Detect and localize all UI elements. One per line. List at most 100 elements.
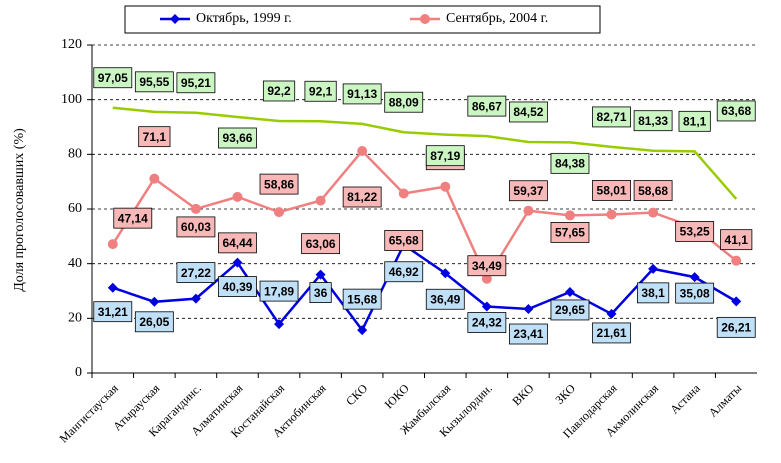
label-box bbox=[425, 145, 465, 167]
series-line bbox=[111, 149, 737, 282]
value-label-text: 86,67 bbox=[472, 99, 502, 113]
value-label-text: 35,08 bbox=[680, 286, 710, 300]
y-tick-label: 20 bbox=[68, 311, 82, 326]
label-box bbox=[467, 95, 507, 117]
point bbox=[107, 282, 118, 293]
value-label: 40,39 bbox=[218, 276, 257, 298]
label-box bbox=[138, 126, 171, 148]
value-label-text: 95,55 bbox=[139, 75, 169, 89]
value-label: 59,37 bbox=[508, 180, 548, 202]
point bbox=[731, 255, 742, 266]
point bbox=[107, 239, 118, 250]
value-label: 86,67 bbox=[467, 95, 507, 117]
label-box bbox=[633, 110, 673, 132]
value-label: 36,49 bbox=[425, 288, 465, 310]
label-box bbox=[342, 186, 382, 208]
y-axis-label: Доля проголосовавших (%) bbox=[12, 128, 27, 292]
label-box bbox=[134, 311, 174, 333]
value-label-text: 63,06 bbox=[306, 237, 336, 251]
label-box bbox=[218, 232, 257, 254]
value-label-text: 64,44 bbox=[222, 236, 252, 250]
x-tick-label: Мангистауская bbox=[56, 381, 121, 446]
value-label: 95,21 bbox=[176, 72, 216, 94]
value-label-text: 57,65 bbox=[555, 226, 585, 240]
legend-marker bbox=[420, 14, 430, 24]
label-box bbox=[592, 322, 631, 344]
value-label: 35,08 bbox=[675, 282, 715, 304]
label-box bbox=[342, 288, 382, 310]
point bbox=[564, 286, 575, 297]
label-box bbox=[259, 280, 299, 302]
point bbox=[689, 272, 700, 283]
point bbox=[564, 210, 575, 221]
point bbox=[357, 145, 368, 156]
value-label: 63,06 bbox=[301, 233, 341, 255]
x-tick-label: СКО bbox=[343, 381, 370, 408]
x-tick-label: ВКО bbox=[509, 381, 536, 408]
value-label: 81,33 bbox=[633, 110, 673, 132]
point bbox=[315, 195, 326, 206]
value-label-text: 97,05 bbox=[98, 71, 128, 85]
label-box bbox=[508, 180, 548, 202]
label-box bbox=[309, 282, 332, 304]
value-label-text: 92,1 bbox=[309, 84, 333, 98]
label-box bbox=[384, 230, 424, 251]
value-label: 93,66 bbox=[218, 127, 257, 149]
value-label-text: 82,71 bbox=[597, 110, 627, 124]
value-label-text: 87,19 bbox=[430, 149, 460, 163]
point bbox=[648, 207, 659, 218]
value-label: 95,55 bbox=[134, 71, 174, 93]
label-box bbox=[113, 207, 153, 229]
label-box bbox=[550, 152, 590, 174]
value-label-text: 71,1 bbox=[143, 130, 167, 144]
value-label: 64,44 bbox=[218, 232, 257, 254]
label-box bbox=[716, 316, 756, 338]
x-tick-label: Алматы bbox=[706, 381, 745, 420]
value-label: 29,65 bbox=[550, 299, 590, 321]
point bbox=[481, 301, 492, 312]
value-label-text: 84,52 bbox=[513, 105, 543, 119]
value-label: 63,68 bbox=[716, 100, 756, 122]
label-box bbox=[176, 72, 216, 94]
value-label-text: 81,22 bbox=[347, 190, 377, 204]
value-label-text: 17,89 bbox=[264, 284, 294, 298]
point bbox=[149, 296, 160, 307]
value-label-text: 60,03 bbox=[181, 220, 211, 234]
value-label-text: 53,25 bbox=[680, 225, 710, 239]
value-label-text: 36 bbox=[314, 286, 328, 300]
label-box bbox=[304, 80, 337, 102]
value-label-text: 21,61 bbox=[597, 326, 627, 340]
value-label-text: 46,92 bbox=[389, 265, 419, 279]
value-label: 23,41 bbox=[508, 323, 548, 345]
label-box bbox=[176, 262, 216, 283]
point bbox=[398, 188, 409, 199]
point bbox=[523, 304, 534, 315]
label-box bbox=[384, 261, 424, 283]
legend-label: Сентябрь, 2004 г. bbox=[446, 11, 548, 26]
series-line bbox=[112, 242, 737, 333]
label-box bbox=[301, 233, 341, 255]
point bbox=[232, 191, 243, 202]
point bbox=[315, 269, 326, 280]
value-label: 58,01 bbox=[592, 180, 631, 201]
value-label-text: 24,32 bbox=[472, 316, 502, 330]
point bbox=[149, 173, 160, 184]
label-box bbox=[637, 282, 670, 304]
label-box bbox=[342, 83, 382, 105]
point bbox=[731, 296, 742, 307]
value-label-text: 63,68 bbox=[721, 104, 751, 118]
value-label-text: 93,66 bbox=[222, 131, 252, 145]
value-label: 92,2 bbox=[262, 80, 296, 102]
label-box bbox=[384, 91, 424, 113]
label-box bbox=[93, 301, 133, 323]
point bbox=[440, 268, 451, 279]
point bbox=[648, 263, 659, 274]
point bbox=[481, 273, 492, 284]
label-box bbox=[259, 173, 299, 195]
value-label-text: 81,1 bbox=[683, 114, 707, 128]
label-box bbox=[716, 100, 756, 122]
x-tick-label: ЮКО bbox=[382, 381, 412, 411]
legend-marker bbox=[170, 14, 180, 24]
value-label-text: 38,1 bbox=[641, 286, 665, 300]
